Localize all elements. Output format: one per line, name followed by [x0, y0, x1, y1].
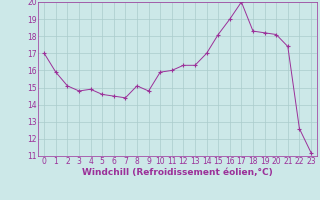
X-axis label: Windchill (Refroidissement éolien,°C): Windchill (Refroidissement éolien,°C): [82, 168, 273, 177]
